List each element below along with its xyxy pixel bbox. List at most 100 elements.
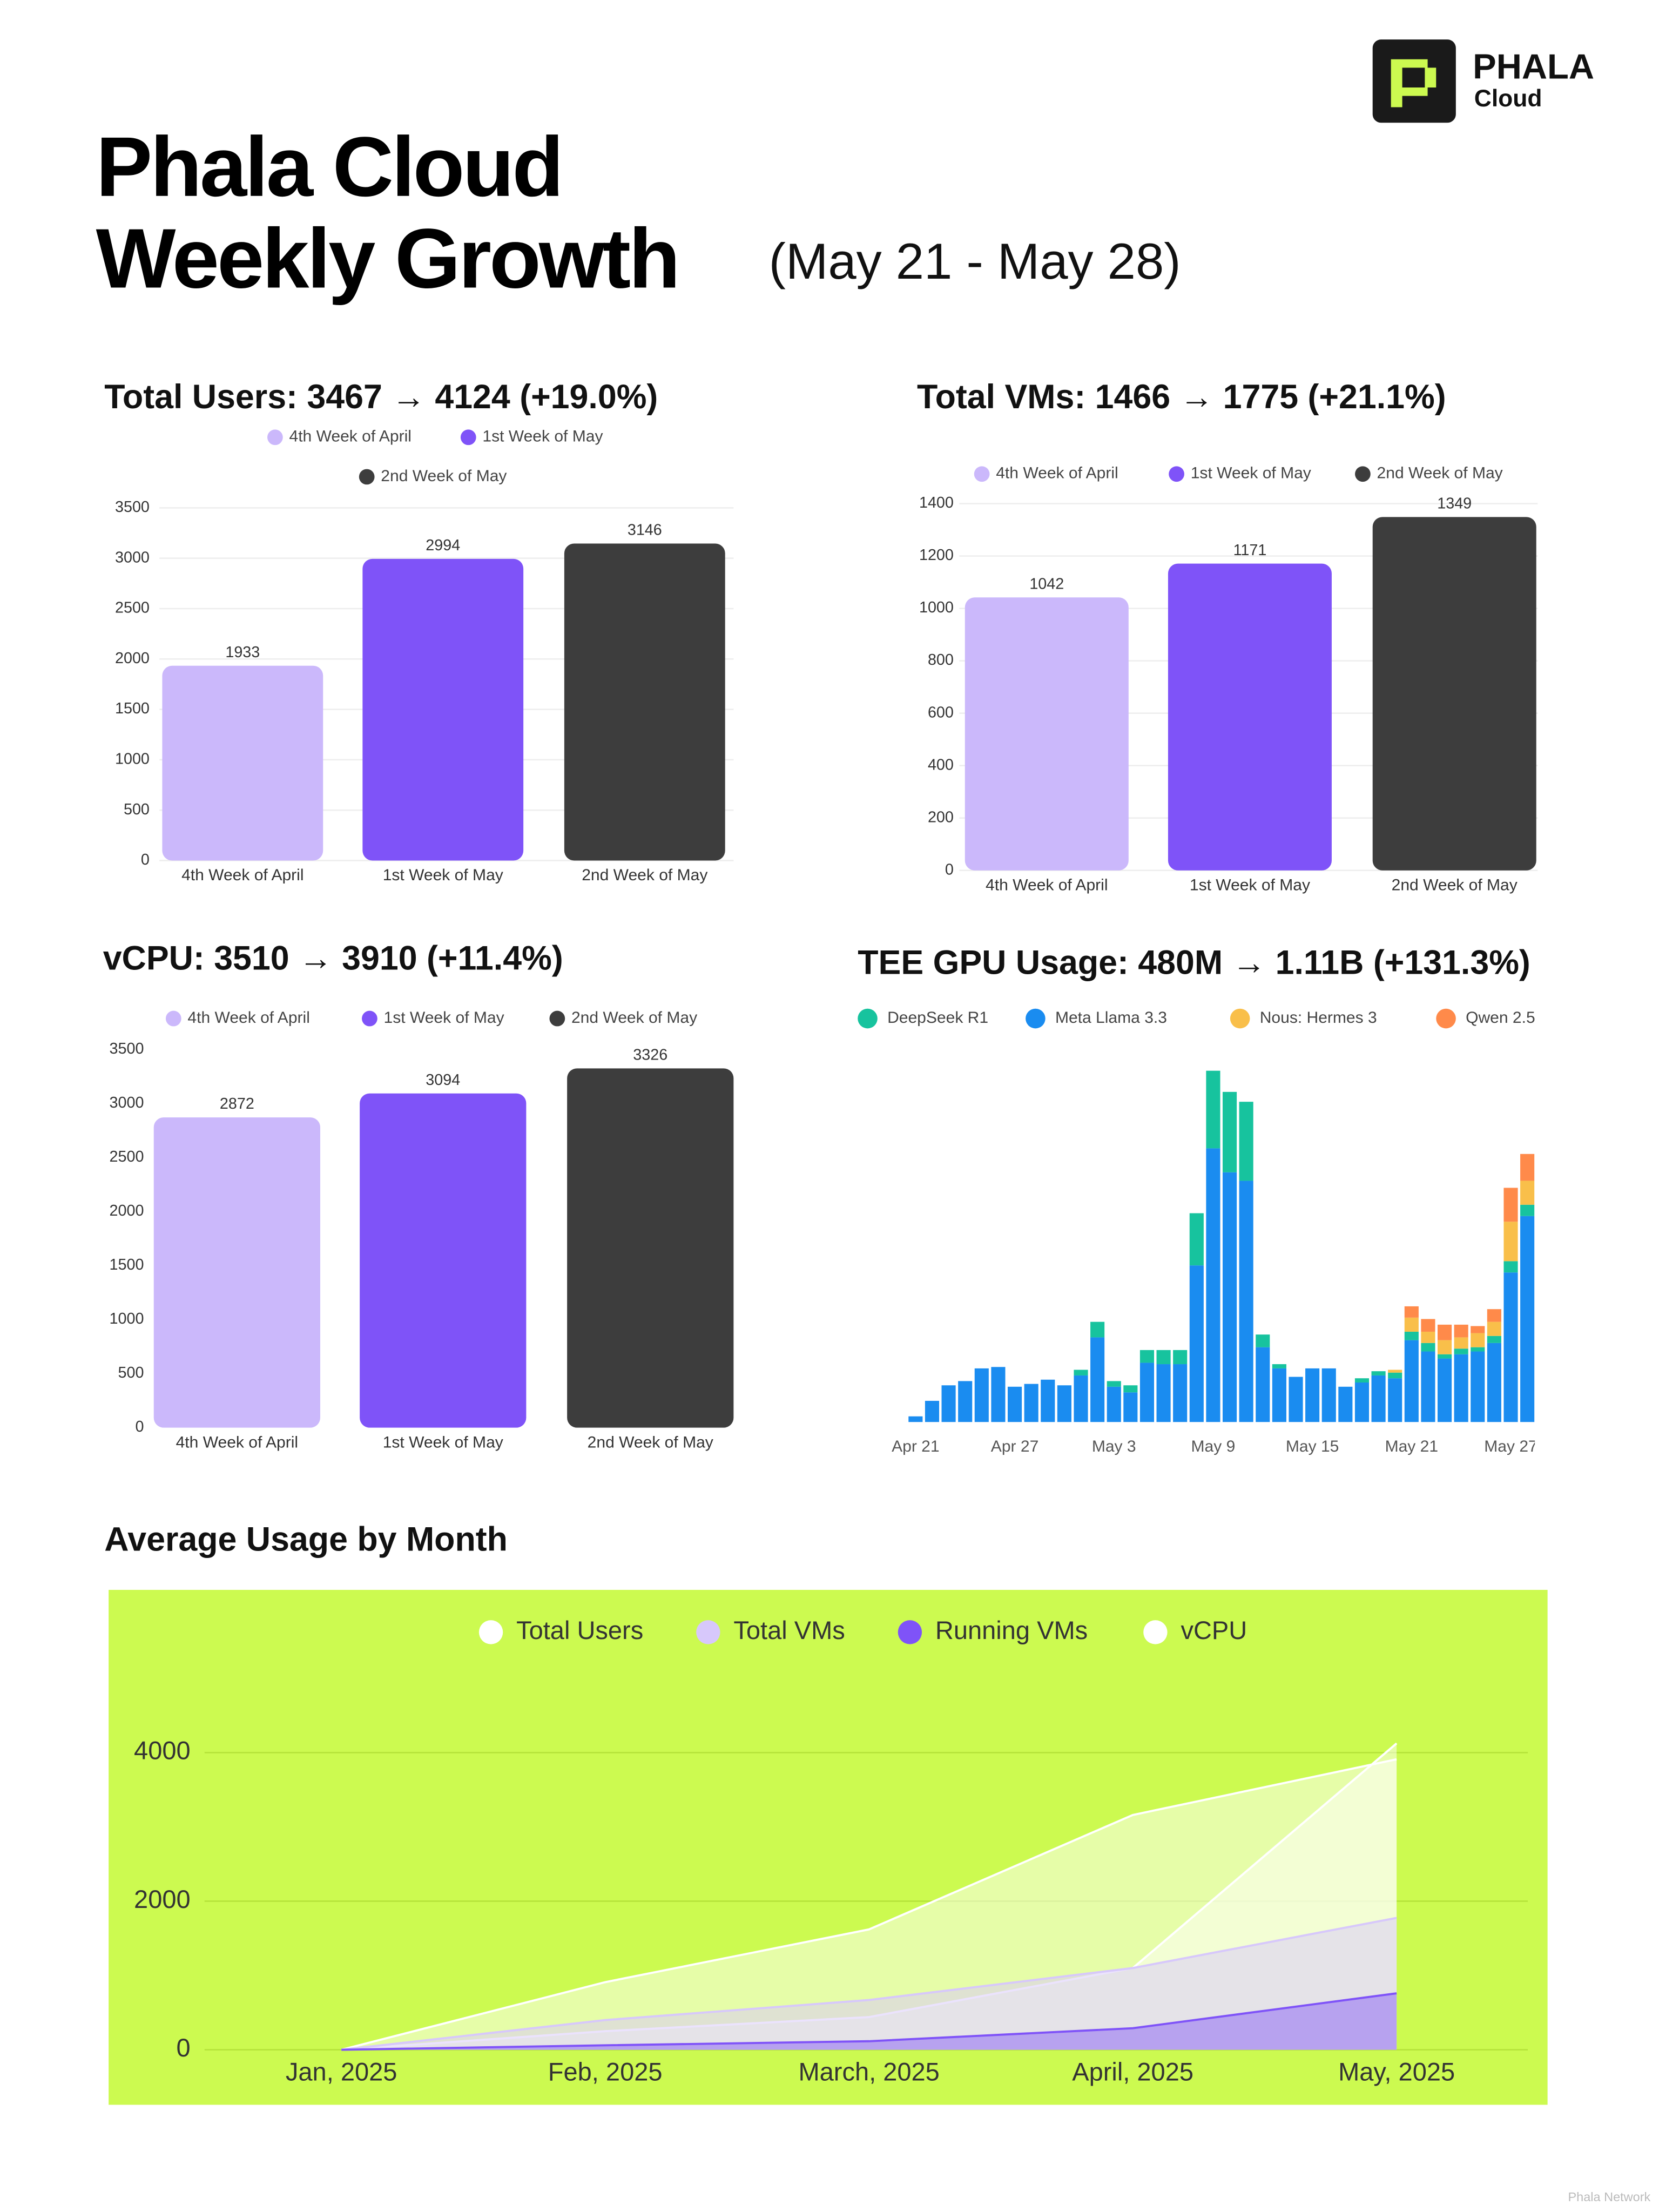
- bar-segment: [1222, 1091, 1237, 1172]
- chart-title: Total Users: 3467 → 4124 (+19.0%): [104, 378, 658, 416]
- y-tick-label: 0: [176, 2033, 190, 2062]
- line: [341, 1758, 1397, 2051]
- legend-label: 2nd Week of May: [1377, 464, 1503, 482]
- bar-segment: [1503, 1188, 1518, 1222]
- legend-swatch: [478, 1620, 503, 1644]
- bar-segment: [1454, 1324, 1468, 1338]
- x-tick-label: May 21: [1385, 1438, 1438, 1455]
- bar: [1168, 563, 1332, 871]
- bar-segment: [1421, 1343, 1435, 1352]
- chart-title: TEE GPU Usage: 480M → 1.11B (+131.3%): [858, 943, 1530, 981]
- bar-segment: [1173, 1350, 1188, 1365]
- bar-segment: [925, 1400, 940, 1422]
- bar-segment: [1471, 1351, 1485, 1422]
- legend-label: 1st Week of May: [384, 1009, 504, 1027]
- bar-segment: [1371, 1375, 1386, 1422]
- x-tick-label: 1st Week of May: [1190, 876, 1310, 894]
- legend-swatch: [858, 1008, 878, 1029]
- bar-segment: [1454, 1337, 1468, 1349]
- bar: [564, 543, 725, 861]
- bar-segment: [1520, 1154, 1535, 1181]
- legend-label: 4th Week of April: [187, 1009, 309, 1027]
- x-tick-label: 2nd Week of May: [582, 866, 707, 884]
- bar-segment: [1173, 1364, 1188, 1422]
- bar-segment: [1437, 1354, 1452, 1359]
- bar-segment: [1471, 1347, 1485, 1352]
- bar-segment: [1421, 1319, 1435, 1332]
- bar-segment: [1189, 1213, 1204, 1266]
- logo-sub: Cloud: [1474, 85, 1542, 112]
- logo-name: PHALA: [1473, 46, 1594, 86]
- bar-segment: [1090, 1337, 1105, 1422]
- legend-swatch: [1355, 466, 1371, 482]
- legend-swatch: [460, 429, 476, 446]
- bar-segment: [1107, 1381, 1121, 1387]
- x-tick-label: 2nd Week of May: [1392, 876, 1518, 894]
- area: [341, 1918, 1397, 2050]
- chart-title: Average Usage by Month: [104, 1521, 508, 1559]
- data-label: 1933: [225, 644, 260, 661]
- line: [341, 1917, 1397, 2051]
- x-tick-label: Apr 27: [991, 1438, 1038, 1455]
- logo: PHALA Cloud: [1372, 39, 1594, 123]
- bar-segment: [1404, 1317, 1419, 1332]
- legend-swatch: [362, 1010, 377, 1027]
- y-tick-label: 1400: [919, 494, 954, 511]
- bar-segment: [1437, 1358, 1452, 1422]
- y-tick-label: 1200: [919, 547, 954, 564]
- x-tick-label: April, 2025: [1072, 2057, 1193, 2086]
- bar-segment: [1487, 1336, 1501, 1343]
- bar-segment: [1520, 1204, 1535, 1216]
- page-title: Phala Cloud: [96, 120, 562, 214]
- bar-segment: [1256, 1334, 1270, 1347]
- y-tick-label: 3500: [115, 498, 150, 516]
- x-tick-label: 1st Week of May: [383, 1433, 503, 1451]
- legend-swatch: [359, 469, 375, 485]
- x-tick-label: 4th Week of April: [181, 866, 304, 884]
- bar-segment: [1239, 1102, 1253, 1181]
- bar-segment: [1371, 1371, 1386, 1375]
- bar-segment: [1503, 1222, 1518, 1262]
- logo-mark: [1391, 59, 1437, 107]
- legend-swatch: [267, 429, 283, 446]
- y-tick-label: 200: [928, 808, 954, 826]
- y-tick-label: 2000: [110, 1202, 144, 1219]
- bar: [153, 1117, 320, 1428]
- legend-label: Meta Llama 3.3: [1055, 1009, 1167, 1027]
- y-tick-label: 800: [928, 651, 954, 669]
- x-tick-label: 4th Week of April: [986, 876, 1108, 894]
- legend-label: 2nd Week of May: [571, 1009, 697, 1027]
- bar-segment: [1503, 1261, 1518, 1273]
- data-label: 3326: [633, 1046, 667, 1063]
- bar-segment: [1206, 1070, 1220, 1149]
- y-tick-label: 2500: [115, 599, 150, 617]
- bar-segment: [1471, 1326, 1485, 1333]
- y-tick-label: 1500: [110, 1256, 144, 1273]
- y-tick-label: 1000: [919, 599, 954, 616]
- bar-segment: [1272, 1368, 1286, 1422]
- legend-swatch: [1026, 1008, 1046, 1029]
- bar-segment: [941, 1385, 956, 1422]
- data-label: 1042: [1029, 575, 1064, 592]
- watermark: Phala Network: [1568, 2190, 1650, 2204]
- bar-segment: [1338, 1386, 1353, 1422]
- bar-segment: [1139, 1363, 1155, 1422]
- y-tick-label: 500: [118, 1364, 144, 1381]
- y-tick-label: 0: [945, 861, 954, 878]
- bar-segment: [1520, 1216, 1535, 1422]
- bar-segment: [1404, 1306, 1419, 1318]
- bar-segment: [1388, 1378, 1402, 1422]
- y-tick-label: 600: [928, 704, 954, 721]
- y-tick-label: 3500: [110, 1040, 144, 1057]
- y-tick-label: 400: [928, 756, 954, 773]
- bar: [362, 558, 524, 861]
- legend-label: Qwen 2.5: [1466, 1009, 1535, 1027]
- bar-segment: [1471, 1333, 1485, 1347]
- x-tick-label: 2nd Week of May: [588, 1433, 713, 1451]
- y-tick-label: 3000: [115, 549, 150, 566]
- y-tick-label: 2000: [134, 1885, 191, 1913]
- y-tick-label: 1000: [110, 1310, 144, 1327]
- y-tick-label: 1000: [115, 750, 150, 767]
